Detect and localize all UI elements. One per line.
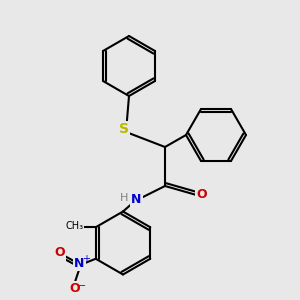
Text: N: N (74, 257, 84, 270)
Text: CH₃: CH₃ (65, 221, 83, 231)
Text: S: S (118, 122, 129, 136)
Text: +: + (82, 254, 90, 264)
Text: O: O (69, 282, 80, 295)
Text: O: O (54, 246, 65, 259)
Text: H: H (120, 193, 129, 203)
Text: O: O (196, 188, 207, 202)
Text: −: − (76, 281, 86, 291)
Text: N: N (131, 193, 142, 206)
